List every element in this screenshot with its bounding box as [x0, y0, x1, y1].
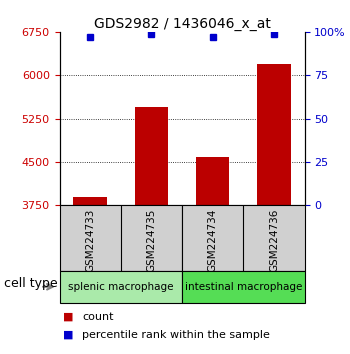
Bar [257, 64, 291, 205]
Text: ■: ■ [63, 330, 74, 339]
Bar [60, 271, 182, 303]
Bar [196, 157, 230, 205]
Bar [60, 205, 182, 271]
Text: cell type: cell type [4, 277, 57, 290]
Bar [182, 205, 304, 271]
Bar [182, 271, 304, 303]
Text: GSM224736: GSM224736 [269, 209, 279, 272]
Text: ■: ■ [63, 312, 74, 322]
Text: GSM224733: GSM224733 [85, 209, 95, 272]
Text: percentile rank within the sample: percentile rank within the sample [82, 330, 270, 339]
Bar [73, 197, 107, 205]
Title: GDS2982 / 1436046_x_at: GDS2982 / 1436046_x_at [93, 17, 271, 31]
Text: count: count [82, 312, 114, 322]
Text: intestinal macrophage: intestinal macrophage [184, 282, 302, 292]
Text: GSM224734: GSM224734 [208, 209, 218, 272]
Bar [134, 107, 168, 205]
Text: GSM224735: GSM224735 [146, 209, 156, 272]
Text: splenic macrophage: splenic macrophage [68, 282, 174, 292]
